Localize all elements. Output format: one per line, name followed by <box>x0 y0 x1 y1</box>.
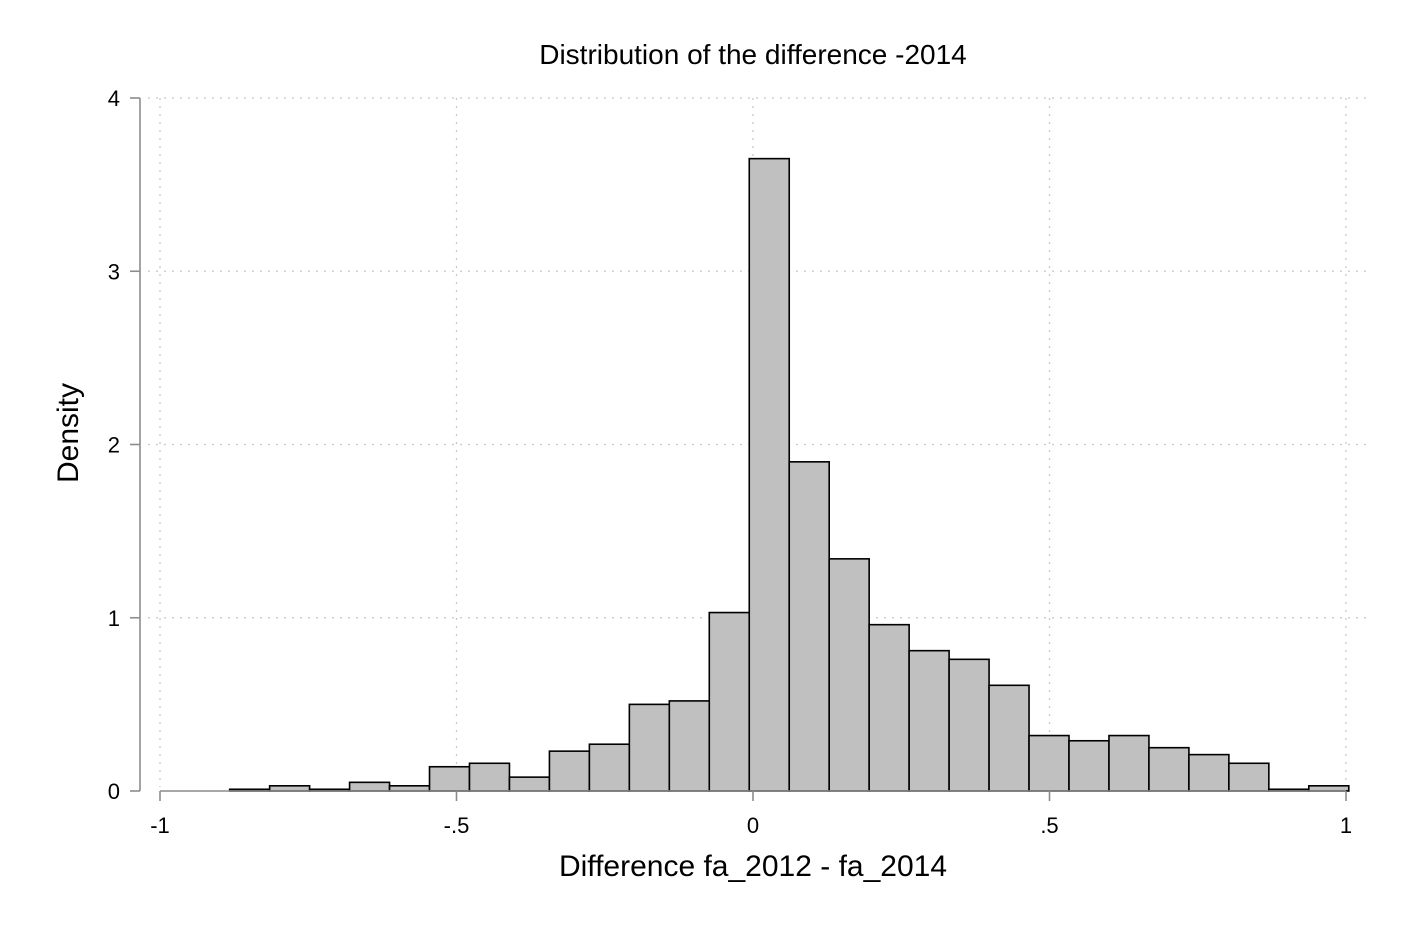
histogram-bar <box>828 558 870 792</box>
histogram-bar <box>1108 734 1150 792</box>
histogram-bar <box>1068 739 1110 792</box>
histogram-bar <box>1148 746 1190 792</box>
histogram-bar <box>788 461 831 792</box>
x-axis-title: Difference fa_2012 - fa_2014 <box>559 850 947 883</box>
histogram-bar <box>468 762 511 792</box>
histogram-bar <box>948 658 990 792</box>
histogram-bar <box>348 781 391 792</box>
histogram-bar <box>548 750 591 792</box>
histogram-bar <box>508 776 551 792</box>
x-tick-label: -.5 <box>444 813 470 838</box>
y-tick-label: 2 <box>108 433 120 458</box>
x-tick-label: -1 <box>150 813 170 838</box>
axis-layer: 0 1 2 3 4 -1 -.5 0 .5 1 <box>108 86 1352 838</box>
chart-title: Distribution of the difference -2014 <box>539 39 967 70</box>
y-tick-label: 0 <box>108 779 120 804</box>
y-axis-title: Density <box>52 383 85 483</box>
histogram-bar <box>748 157 791 792</box>
histogram-bar <box>1028 734 1070 792</box>
y-tick-label: 1 <box>108 606 120 631</box>
x-tick-label: .5 <box>1040 813 1058 838</box>
histogram-bar <box>628 703 671 792</box>
histogram-bar <box>668 700 711 792</box>
histogram-bar <box>708 611 751 792</box>
bar-layer <box>228 157 1350 792</box>
histogram-bar <box>1188 753 1230 792</box>
histogram-bar <box>588 743 631 792</box>
histogram-bar <box>1228 762 1270 792</box>
y-tick-label: 3 <box>108 259 120 284</box>
x-tick-label: 0 <box>747 813 759 838</box>
histogram-bar <box>868 623 910 792</box>
y-tick-label: 4 <box>108 86 120 111</box>
histogram-bar <box>428 765 471 792</box>
x-tick-label: 1 <box>1340 813 1352 838</box>
histogram-bar <box>908 649 950 792</box>
histogram-bar <box>988 684 1030 792</box>
